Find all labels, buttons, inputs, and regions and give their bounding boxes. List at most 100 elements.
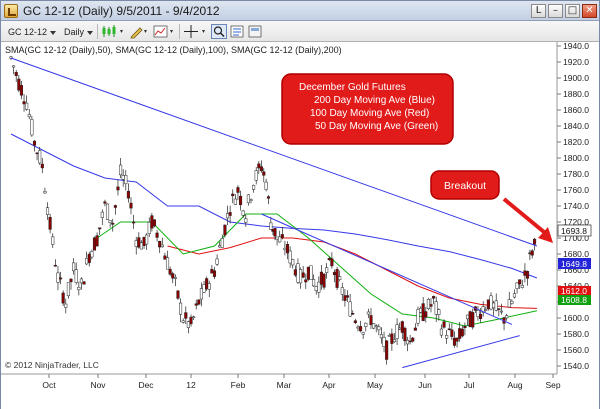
- price-tag-sma100: 1612.0: [558, 286, 591, 296]
- candle-body: [244, 218, 248, 223]
- candle-body: [92, 237, 97, 251]
- candle-body: [395, 324, 399, 339]
- candle-body: [421, 303, 425, 321]
- sma-100-line: [167, 237, 537, 309]
- pencil-icon[interactable]: [129, 24, 151, 39]
- candle-body: [382, 337, 386, 347]
- candle-body: [426, 299, 430, 309]
- candle-body: [445, 334, 449, 339]
- candle-body: [468, 311, 472, 328]
- candle-body: [215, 258, 219, 265]
- candlestick-icon[interactable]: [101, 24, 127, 39]
- candle-body: [184, 312, 188, 319]
- close-button[interactable]: ✕: [582, 4, 597, 18]
- candle-body: [314, 286, 318, 291]
- candle-body: [335, 269, 339, 288]
- title-bar[interactable]: GC 12-12 (Daily) 9/5/2011 - 9/4/2012 L –…: [1, 1, 599, 21]
- candle-body: [296, 263, 300, 283]
- candle-body: [494, 300, 498, 311]
- price-chart[interactable]: 1940.0 1920.0 1900.0 1880.0 1860.0 1840.0 1820…: [1, 41, 599, 409]
- candle-body: [25, 102, 29, 110]
- candle-body: [158, 241, 162, 248]
- y-tick-label: 1600.0: [563, 313, 589, 323]
- y-tick-label: 1780.0: [563, 169, 589, 179]
- candle-body: [155, 232, 159, 238]
- y-tick-label: 1920.0: [563, 57, 589, 67]
- chart-style-icon[interactable]: [153, 24, 177, 39]
- candle-body: [309, 265, 313, 280]
- candle-body: [124, 175, 128, 185]
- candle-body: [246, 194, 250, 204]
- candle-body: [364, 322, 368, 327]
- candle-body: [280, 234, 284, 238]
- candle-body: [525, 271, 530, 279]
- candle-body: [374, 325, 378, 327]
- price-tag-sma50: 1608.8: [558, 295, 591, 305]
- y-tick-label: 1840.0: [563, 121, 589, 131]
- crosshair-icon[interactable]: [183, 24, 209, 39]
- candle-body: [424, 311, 428, 318]
- candle-body: [95, 235, 99, 247]
- x-tick-label: Aug: [507, 380, 522, 390]
- candle-body: [82, 281, 86, 285]
- data-box-icon[interactable]: [247, 24, 263, 39]
- minimize-button[interactable]: –: [548, 4, 563, 18]
- candle-body: [17, 78, 21, 91]
- candle-body: [43, 191, 47, 194]
- properties-icon[interactable]: [229, 24, 245, 39]
- candle-body: [512, 293, 517, 298]
- x-tick-label: Jun: [418, 380, 432, 390]
- candle-body: [507, 299, 511, 308]
- chevron-down-icon: [87, 30, 94, 35]
- x-tick-label: 12: [186, 380, 196, 390]
- candle-body: [113, 205, 117, 208]
- x-tick-label: Jul: [464, 380, 475, 390]
- candle-body: [533, 238, 537, 245]
- candle-body: [273, 228, 277, 237]
- candle-body: [530, 250, 534, 256]
- candle-body: [437, 309, 441, 315]
- toolbar-divider: [179, 24, 180, 39]
- breakout-arrow: [502, 197, 553, 243]
- candle-body: [301, 272, 305, 278]
- trendline-1: [261, 213, 513, 325]
- candle-body: [218, 245, 222, 248]
- annotation-line-2: 100 Day Moving Ave (Red): [310, 108, 429, 119]
- trendlines[interactable]: [10, 57, 538, 369]
- candle-body: [139, 242, 143, 250]
- ninjatrader-chart-icon: [4, 4, 18, 18]
- candle-body: [348, 301, 352, 317]
- breakout-box[interactable]: Breakout: [430, 170, 500, 200]
- candle-body: [150, 215, 154, 229]
- candle-body: [325, 267, 329, 273]
- magnifier-icon[interactable]: [211, 24, 227, 39]
- x-tick-label: Dec: [138, 380, 154, 390]
- lock-button[interactable]: L: [531, 4, 546, 18]
- maximize-button[interactable]: □: [565, 4, 580, 18]
- annotation-box[interactable]: December Gold Futures 200 Day Moving Ave…: [281, 73, 454, 145]
- time-axis[interactable]: Oct Nov Dec 12 Feb Mar Apr May Jun Jul Aug Sep: [42, 374, 561, 390]
- candle-body: [72, 262, 76, 272]
- candle-body: [405, 340, 410, 345]
- candle-body: [197, 299, 201, 305]
- candle-body: [202, 284, 206, 293]
- chart-area[interactable]: 1940.0 1920.0 1900.0 1880.0 1860.0 1840.0 1820…: [1, 41, 599, 409]
- candle-body: [59, 277, 63, 280]
- candle-body: [142, 236, 146, 246]
- candle-body: [379, 334, 383, 339]
- candle-body: [231, 193, 235, 197]
- period-selector[interactable]: Daily: [61, 24, 96, 39]
- instrument-selector[interactable]: GC 12-12: [5, 24, 59, 39]
- candle-body: [236, 187, 240, 193]
- candle-body: [90, 251, 94, 258]
- candle-body: [293, 269, 297, 276]
- candle-body: [492, 302, 496, 309]
- candle-body: [450, 329, 454, 337]
- candle-body: [53, 264, 57, 267]
- trendline-0: [10, 57, 538, 247]
- candle-body: [269, 222, 273, 230]
- price-tag-last: 1693.8: [557, 224, 592, 237]
- candle-body: [35, 152, 39, 155]
- y-tick-label: 1740.0: [563, 201, 589, 211]
